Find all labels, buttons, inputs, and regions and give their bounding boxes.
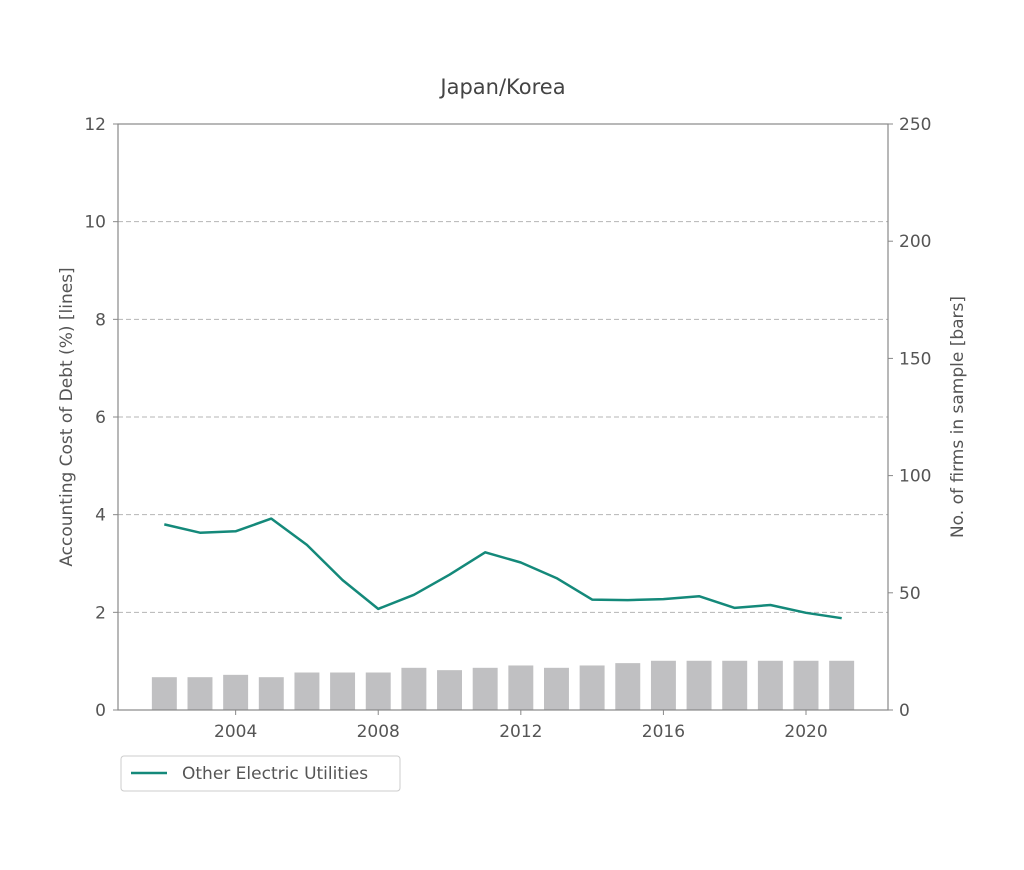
x-axis: 2004 2008 2012 2016 2020 [214, 710, 828, 742]
bar [187, 677, 213, 710]
right-y-tick-label: 200 [899, 232, 931, 252]
bar [793, 660, 819, 710]
left-y-tick-label: 6 [95, 408, 106, 428]
x-tick-label: 2020 [784, 722, 827, 742]
chart-title: Japan/Korea [438, 75, 565, 99]
bar [579, 665, 605, 710]
bar [757, 660, 783, 710]
legend-label: Other Electric Utilities [182, 764, 368, 784]
left-y-tick-label: 12 [84, 115, 106, 135]
bar [365, 672, 391, 710]
x-tick-label: 2012 [499, 722, 542, 742]
left-y-tick-label: 8 [95, 310, 106, 330]
bar [294, 672, 320, 710]
left-y-tick-label: 4 [95, 506, 106, 526]
right-y-tick-label: 250 [899, 115, 931, 135]
right-y-tick-label: 100 [899, 467, 931, 487]
left-y-tick-label: 2 [95, 603, 106, 623]
left-y-axis: 0 2 4 6 8 10 12 [84, 115, 118, 721]
right-y-tick-label: 0 [899, 701, 910, 721]
bar-series [151, 660, 855, 710]
right-y-axis: 0 50 100 150 200 250 [888, 115, 931, 721]
legend: Other Electric Utilities [120, 755, 401, 792]
x-tick-label: 2004 [214, 722, 257, 742]
left-y-tick-label: 10 [84, 213, 106, 233]
x-tick-label: 2008 [357, 722, 400, 742]
bar [330, 672, 356, 710]
legend-box [120, 755, 401, 792]
bar [508, 665, 534, 710]
bar [686, 660, 712, 710]
series-line [164, 517, 842, 620]
bar [543, 667, 569, 710]
bar [472, 667, 498, 710]
bar [151, 677, 177, 710]
line-series [164, 517, 842, 620]
right-y-axis-title: No. of firms in sample [bars] [948, 296, 968, 538]
right-y-tick-label: 50 [899, 584, 921, 604]
right-y-tick-label: 150 [899, 349, 931, 369]
x-tick-label: 2016 [642, 722, 685, 742]
bar [258, 677, 284, 710]
grid-lines [118, 221, 888, 613]
bar [437, 670, 463, 710]
left-y-tick-label: 0 [95, 701, 106, 721]
bar [615, 663, 641, 710]
bar [829, 660, 855, 710]
bar [722, 660, 748, 710]
left-y-axis-title: Accounting Cost of Debt (%) [lines] [57, 267, 77, 566]
bar [401, 667, 427, 710]
bar [223, 674, 249, 710]
bar [650, 660, 676, 710]
